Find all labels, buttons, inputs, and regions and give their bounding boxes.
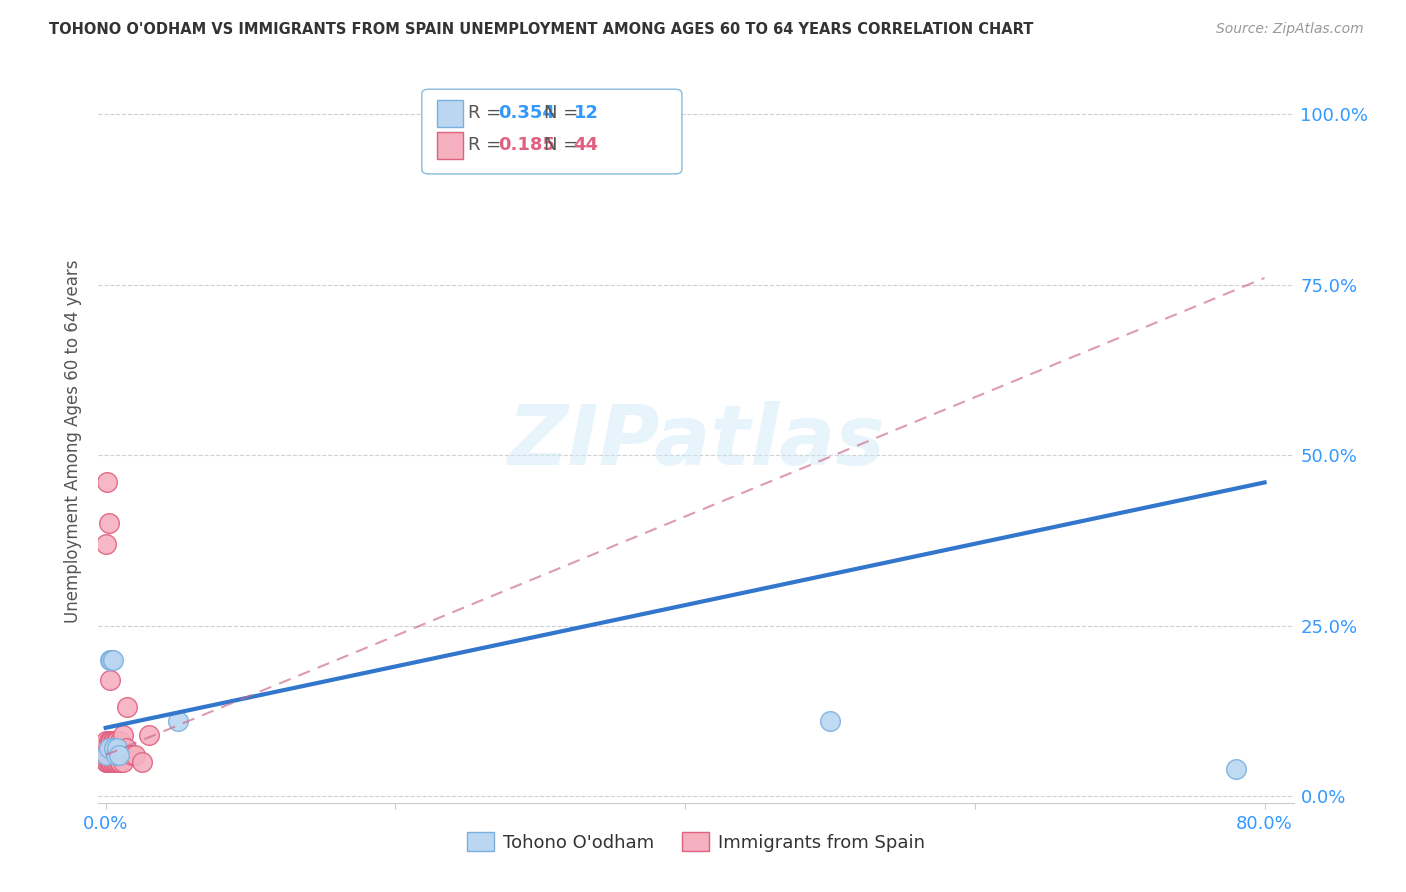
- Point: [101, 653, 124, 667]
- Point: [107, 748, 129, 763]
- Point: [104, 748, 127, 763]
- Point: [112, 755, 135, 769]
- Text: N =: N =: [544, 104, 583, 122]
- Point: [105, 734, 128, 748]
- Text: R =: R =: [468, 104, 508, 122]
- Point: [94, 748, 117, 763]
- Y-axis label: Unemployment Among Ages 60 to 64 years: Unemployment Among Ages 60 to 64 years: [65, 260, 83, 624]
- Point: [104, 734, 127, 748]
- Point: [94, 734, 117, 748]
- Point: [96, 755, 118, 769]
- Point: [96, 475, 118, 490]
- Point: [107, 755, 129, 769]
- Text: 0.185: 0.185: [498, 136, 555, 154]
- Point: [103, 748, 125, 763]
- Point: [100, 748, 122, 763]
- Point: [104, 755, 127, 769]
- Point: [101, 734, 124, 748]
- Text: R =: R =: [468, 136, 508, 154]
- Point: [105, 741, 128, 756]
- Point: [818, 714, 841, 728]
- Point: [105, 755, 128, 769]
- Point: [97, 741, 120, 756]
- Point: [97, 734, 120, 748]
- Point: [112, 728, 135, 742]
- Point: [103, 755, 125, 769]
- Point: [97, 755, 120, 769]
- Point: [107, 748, 129, 763]
- Point: [97, 748, 120, 763]
- Point: [98, 653, 121, 667]
- Point: [94, 748, 117, 763]
- Point: [104, 748, 127, 763]
- Point: [100, 653, 122, 667]
- Point: [117, 700, 139, 714]
- Point: [96, 748, 118, 763]
- Point: [100, 734, 122, 748]
- Legend: Tohono O'odham, Immigrants from Spain: Tohono O'odham, Immigrants from Spain: [460, 825, 932, 859]
- Point: [124, 748, 146, 763]
- Point: [103, 741, 125, 756]
- Point: [121, 748, 143, 763]
- Point: [115, 741, 138, 756]
- Point: [167, 714, 190, 728]
- Text: 44: 44: [574, 136, 599, 154]
- Point: [108, 748, 131, 763]
- Point: [98, 755, 121, 769]
- Point: [105, 748, 128, 763]
- Text: ZIPatlas: ZIPatlas: [508, 401, 884, 482]
- Point: [94, 755, 117, 769]
- Point: [131, 755, 153, 769]
- Text: N =: N =: [544, 136, 583, 154]
- Text: 0.354: 0.354: [498, 104, 554, 122]
- Point: [1225, 762, 1247, 776]
- Point: [98, 734, 121, 748]
- Point: [98, 673, 121, 687]
- Point: [98, 748, 121, 763]
- Text: Source: ZipAtlas.com: Source: ZipAtlas.com: [1216, 22, 1364, 37]
- Point: [97, 516, 120, 531]
- Point: [103, 741, 125, 756]
- Point: [101, 741, 124, 756]
- Point: [108, 734, 131, 748]
- Point: [103, 734, 125, 748]
- Point: [94, 537, 117, 551]
- Point: [108, 755, 131, 769]
- Point: [138, 728, 160, 742]
- Text: TOHONO O'ODHAM VS IMMIGRANTS FROM SPAIN UNEMPLOYMENT AMONG AGES 60 TO 64 YEARS C: TOHONO O'ODHAM VS IMMIGRANTS FROM SPAIN …: [49, 22, 1033, 37]
- Point: [101, 755, 124, 769]
- Text: 12: 12: [574, 104, 599, 122]
- Point: [100, 755, 122, 769]
